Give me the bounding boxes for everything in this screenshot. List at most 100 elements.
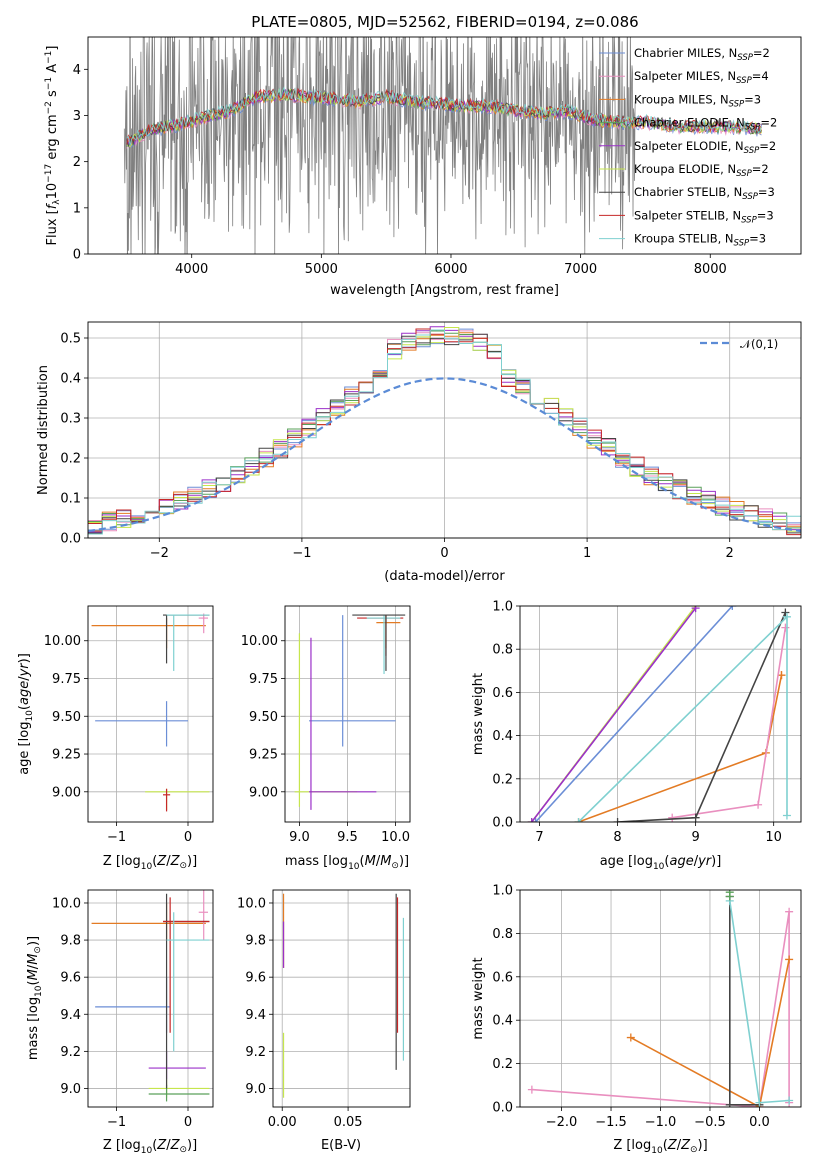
x-tick-label: −1.0 <box>645 1115 677 1130</box>
y-tick-label: 0 <box>73 248 81 263</box>
legend-entry: Chabrier STELIB, NSSP=3 <box>634 185 775 202</box>
y-tick-label: 0.3 <box>60 412 81 427</box>
y-tick-label: 0.1 <box>60 492 81 507</box>
axes-frame <box>87 889 214 1108</box>
chart-spectrum: 4000 5000 6000 7000 8000 0 1 2 3 4 Chabrier MILES,… <box>44 36 802 298</box>
axis-label: Z [log10(Z/Z⊙)] <box>103 854 197 872</box>
y-tick-label: 9.0 <box>60 1082 81 1097</box>
chart-massweight-vs-age: 7 8 9 10 0.0 0.2 0.4 0.6 0.8 1.0 mass weight age [l… <box>471 600 802 872</box>
y-tick-label: 4 <box>73 63 81 78</box>
mass-weight-marker <box>527 818 536 822</box>
y-tick-label: 0.8 <box>492 643 513 658</box>
x-tick-label: 10.0 <box>381 830 410 845</box>
x-tick-label: 0.00 <box>268 1115 297 1130</box>
legend-entry: Chabrier MILES, NSSP=2 <box>634 46 770 63</box>
legend-entry: Kroupa MILES, NSSP=3 <box>634 92 761 109</box>
legend-entry: Kroupa STELIB, NSSP=3 <box>634 232 766 249</box>
y-tick-label: 9.00 <box>52 785 81 800</box>
x-axis-label: wavelength [Angstrom, rest frame] <box>330 283 559 298</box>
mass-weight-line <box>578 674 783 822</box>
y-tick-label: 10.0 <box>237 896 266 911</box>
y-tick-label: 0.4 <box>60 372 81 387</box>
x-tick-label: 0.05 <box>334 1115 363 1130</box>
legend-entry: Salpeter MILES, NSSP=4 <box>634 69 769 86</box>
normal-curve <box>88 377 801 533</box>
x-tick-label: 7 <box>535 830 543 845</box>
mass-weight-marker <box>785 955 794 964</box>
mass-weight-line <box>672 627 787 819</box>
x-tick-label: 4000 <box>175 262 208 277</box>
axes-frame <box>284 605 411 823</box>
mass-weight-marker <box>785 907 794 916</box>
x-tick-label: −1.5 <box>595 1115 627 1130</box>
chart-age-vs-mass: 9.0 9.5 10.0 9.00 9.25 9.50 9.75 10.00 mass [log… <box>241 605 411 872</box>
mass-weight-marker <box>781 608 790 617</box>
y-tick-label: 9.4 <box>60 1008 81 1023</box>
y-tick-label: 3 <box>73 109 81 124</box>
x-tick-label: 1 <box>583 546 591 561</box>
mass-weight-marker <box>691 606 700 613</box>
x-tick-label: −0.5 <box>694 1115 726 1130</box>
y-axis-label: mass weight <box>471 957 486 1039</box>
mass-weight-marker <box>613 818 622 822</box>
axis-label: age [log10(age/yr)] <box>600 854 722 872</box>
plot-area <box>282 893 405 1098</box>
mass-weight-marker <box>725 1100 734 1107</box>
legend-entry: Salpeter STELIB, NSSP=3 <box>634 208 774 225</box>
legend-entry: Chabrier ELODIE, NSSP=2 <box>634 116 777 133</box>
mass-weight-marker <box>785 1096 794 1105</box>
x-tick-label: −1 <box>107 830 126 845</box>
legend-entry: Kroupa ELODIE, NSSP=2 <box>634 162 769 179</box>
x-tick-label: 10 <box>765 830 782 845</box>
y-tick-label: 9.00 <box>249 785 278 800</box>
axes-frame <box>87 605 214 823</box>
y-tick-label: 0.0 <box>492 1101 513 1116</box>
x-tick-label: −1 <box>292 546 311 561</box>
y-tick-label: 9.6 <box>245 971 266 986</box>
y-tick-label: 1 <box>73 201 81 216</box>
x-tick-label: 0.0 <box>749 1115 770 1130</box>
y-tick-label: 0.0 <box>492 816 513 831</box>
axis-label: Z [log10(Z/Z⊙)] <box>613 1138 707 1156</box>
x-tick-label: 8 <box>613 830 621 845</box>
mass-weight-marker <box>668 813 677 822</box>
axes-frame <box>87 321 802 539</box>
mass-weight-marker <box>527 1085 536 1094</box>
mass-weight-marker <box>728 606 737 610</box>
y-tick-label: 9.25 <box>52 748 81 763</box>
y-tick-label: 1.0 <box>492 884 513 899</box>
y-tick-label: 2 <box>73 155 81 170</box>
mass-weight-marker <box>781 623 790 632</box>
x-axis-label: (data-model)/error <box>384 569 505 584</box>
y-axis-label: Normed distribution <box>36 365 51 495</box>
mass-weight-marker <box>691 813 700 822</box>
mass-weight-line <box>535 606 733 822</box>
mass-weight-marker <box>782 612 791 621</box>
mass-weight-marker <box>531 818 540 822</box>
mass-weight-marker <box>755 1098 764 1107</box>
y-tick-label: 0.0 <box>60 532 81 547</box>
y-tick-label: 9.0 <box>245 1082 266 1097</box>
y-tick-label: 1.0 <box>492 600 513 615</box>
mass-weight-marker <box>782 811 791 820</box>
x-tick-label: 9.0 <box>289 830 310 845</box>
x-tick-label: −1 <box>107 1115 126 1130</box>
mass-weight-marker <box>574 818 583 822</box>
x-tick-label: −2.0 <box>546 1115 578 1130</box>
chart-residuals: −2 −1 0 1 2 0.0 0.1 0.2 0.3 0.4 0.5 𝒩(0,1) (data-mod… <box>36 321 802 584</box>
legend-entry: 𝒩(0,1) <box>740 337 778 351</box>
axes-frame <box>519 605 802 823</box>
chart-mass-vs-EBV: 0.00 0.05 9.0 9.2 9.4 9.6 9.8 10.0 E(B-V) <box>237 889 411 1153</box>
observed-spectrum-line <box>123 37 636 254</box>
x-tick-label: 9.5 <box>337 830 358 845</box>
x-tick-label: 0 <box>184 1115 192 1130</box>
x-tick-label: 0 <box>184 830 192 845</box>
y-tick-label: 9.75 <box>52 672 81 687</box>
mass-weight-marker <box>626 1033 635 1042</box>
plot-area <box>91 890 210 1102</box>
chart-massweight-vs-Z: −2.0 −1.5 −1.0 −0.5 0.0 0.0 0.2 0.4 0.6 0.8 1.0 mas… <box>471 884 802 1156</box>
x-tick-label: 0 <box>440 546 448 561</box>
chart-mass-vs-Z: −1 0 9.0 9.2 9.4 9.6 9.8 10.0 Z [log10(Z/Z⊙)] mas… <box>26 889 214 1156</box>
y-tick-label: 9.2 <box>245 1045 266 1060</box>
